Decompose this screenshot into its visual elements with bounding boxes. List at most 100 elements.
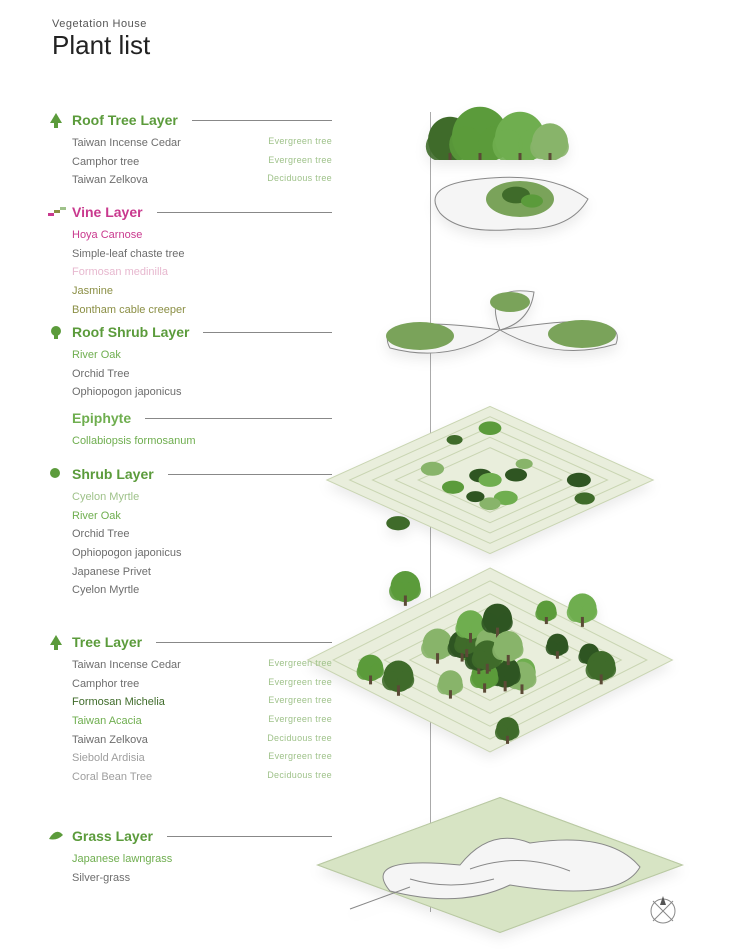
- leader-line: [192, 120, 332, 121]
- leader-line: [203, 332, 332, 333]
- plant-item: Silver-grass: [72, 869, 332, 888]
- plant-name: Collabiopsis formosanum: [72, 432, 196, 451]
- plant-name: Camphor tree: [72, 153, 139, 172]
- plant-item: Japanese Privet: [72, 563, 332, 582]
- plant-item: Cyelon Myrtle: [72, 581, 332, 600]
- plant-item: River Oak: [72, 346, 332, 365]
- title-block: Vegetation House Plant list: [52, 18, 150, 58]
- section-header: Grass Layer: [72, 828, 332, 844]
- plant-name: Ophiopogon japonicus: [72, 383, 181, 402]
- plant-items: Taiwan Incense CedarEvergreen treeCampho…: [72, 134, 332, 190]
- plant-note: Deciduous tree: [267, 768, 332, 787]
- plant-note: Evergreen tree: [268, 693, 332, 712]
- plant-item: Taiwan Incense CedarEvergreen tree: [72, 656, 332, 675]
- page-title: Plant list: [52, 32, 150, 58]
- leader-line: [156, 642, 332, 643]
- section-roof-shrub: Roof Shrub Layer River OakOrchid TreeOph…: [72, 324, 332, 402]
- plant-item: Taiwan Zelkova Deciduous tree: [72, 731, 332, 750]
- section-roof-tree: Roof Tree Layer Taiwan Incense Cedar Ever…: [72, 112, 332, 190]
- section-title: Grass Layer: [72, 828, 153, 844]
- plant-name: Japanese Privet: [72, 563, 151, 582]
- section-header: Shrub Layer: [72, 466, 332, 482]
- section-title: Roof Shrub Layer: [72, 324, 189, 340]
- leader-line: [167, 836, 332, 837]
- plant-note: Evergreen tree: [268, 675, 332, 694]
- plant-note: Evergreen tree: [268, 656, 332, 675]
- subtitle: Vegetation House: [52, 18, 150, 30]
- plant-name: Orchid Tree: [72, 525, 129, 544]
- section-title: Vine Layer: [72, 204, 143, 220]
- plant-name: Bontham cable creeper: [72, 301, 186, 320]
- plant-item: Ophiopogon japonicus: [72, 544, 332, 563]
- compass-icon: [645, 893, 681, 934]
- plant-item: Orchid Tree: [72, 365, 332, 384]
- section-title: Roof Tree Layer: [72, 112, 178, 128]
- plant-name: Cyelon Myrtle: [72, 581, 139, 600]
- plant-note: Evergreen tree: [268, 749, 332, 768]
- leaf-icon: [48, 828, 64, 844]
- plant-name: Siebold Ardisia: [72, 749, 145, 768]
- dot-icon: [48, 466, 64, 482]
- plant-name: Formosan medinilla: [72, 263, 168, 282]
- plant-item: Camphor tree Evergreen tree: [72, 153, 332, 172]
- plant-name: Silver-grass: [72, 869, 130, 888]
- leader-line: [145, 418, 332, 419]
- plant-item: Bontham cable creeper: [72, 301, 332, 320]
- plant-items: Japanese lawngrassSilver-grass: [72, 850, 332, 887]
- illus-canopy-top: [380, 90, 600, 160]
- page: Vegetation House Plant list: [0, 0, 735, 952]
- illus-terrain-shrub: [320, 400, 660, 560]
- leader-line: [168, 474, 332, 475]
- plant-name: Taiwan Incense Cedar: [72, 134, 181, 153]
- section-epiphyte: Epiphyte Collabiopsis formosanum: [72, 410, 332, 451]
- plant-items: River OakOrchid TreeOphiopogon japonicus: [72, 346, 332, 402]
- section-header: Tree Layer: [72, 634, 332, 650]
- plant-items: Collabiopsis formosanum: [72, 432, 332, 451]
- section-header: Epiphyte: [72, 410, 332, 426]
- plant-item: Simple-leaf chaste tree: [72, 245, 332, 264]
- plant-item: Ophiopogon japonicus: [72, 383, 332, 402]
- vine-icon: [48, 204, 64, 220]
- plant-name: Japanese lawngrass: [72, 850, 172, 869]
- plant-items: Hoya CarnoseSimple-leaf chaste treeFormo…: [72, 226, 332, 319]
- plant-item: Cyelon Myrtle: [72, 488, 332, 507]
- section-grass: Grass Layer Japanese lawngrassSilver-gra…: [72, 828, 332, 887]
- plant-note: Evergreen tree: [268, 134, 332, 153]
- section-header: Roof Tree Layer: [72, 112, 332, 128]
- plant-item: Formosan medinilla: [72, 263, 332, 282]
- plant-note: Evergreen tree: [268, 153, 332, 172]
- plant-name: Taiwan Zelkova: [72, 731, 148, 750]
- plant-name: Coral Bean Tree: [72, 768, 152, 787]
- plant-name: River Oak: [72, 346, 121, 365]
- section-title: Epiphyte: [72, 410, 131, 426]
- section-header: Vine Layer: [72, 204, 332, 220]
- plant-item: Collabiopsis formosanum: [72, 432, 332, 451]
- plant-name: Cyelon Myrtle: [72, 488, 139, 507]
- plant-note: Deciduous tree: [267, 171, 332, 190]
- plant-note: Evergreen tree: [268, 712, 332, 731]
- section-title: Shrub Layer: [72, 466, 154, 482]
- plant-items: Taiwan Incense CedarEvergreen treeCampho…: [72, 656, 332, 787]
- plant-name: Camphor tree: [72, 675, 139, 694]
- section-header: Roof Shrub Layer: [72, 324, 332, 340]
- plant-item: Formosan Michelia Evergreen tree: [72, 693, 332, 712]
- plant-name: River Oak: [72, 507, 121, 526]
- tree-solid-icon: [48, 112, 64, 128]
- plant-item: Camphor tree Evergreen tree: [72, 675, 332, 694]
- illus-terrain-tree: [300, 560, 680, 760]
- section-title: Tree Layer: [72, 634, 142, 650]
- plant-item: River Oak: [72, 507, 332, 526]
- plant-item: Jasmine: [72, 282, 332, 301]
- tree-solid-icon: [48, 634, 64, 650]
- illus-slab-ground: [310, 790, 690, 940]
- tree-glyph: [389, 571, 421, 606]
- plant-item: Taiwan ZelkovaDeciduous tree: [72, 171, 332, 190]
- shrub-icon: [48, 324, 64, 340]
- plant-name: Ophiopogon japonicus: [72, 544, 181, 563]
- plant-items: Cyelon MyrtleRiver OakOrchid TreeOphiopo…: [72, 488, 332, 600]
- plant-note: Deciduous tree: [267, 731, 332, 750]
- plant-name: Simple-leaf chaste tree: [72, 245, 185, 264]
- plant-name: Formosan Michelia: [72, 693, 165, 712]
- illus-slab-roof: [405, 170, 615, 240]
- plant-item: Japanese lawngrass: [72, 850, 332, 869]
